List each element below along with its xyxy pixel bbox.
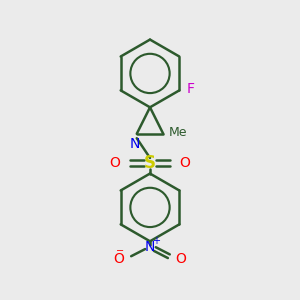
Text: +: +	[152, 236, 160, 246]
Text: Me: Me	[169, 126, 187, 139]
Text: S: S	[144, 154, 156, 172]
Text: O: O	[179, 156, 190, 170]
Text: O: O	[110, 156, 121, 170]
Text: O: O	[113, 252, 124, 266]
Text: N: N	[145, 240, 155, 254]
Text: −: −	[116, 246, 124, 256]
Text: F: F	[187, 82, 195, 96]
Text: O: O	[176, 252, 187, 266]
Text: N: N	[130, 137, 140, 151]
